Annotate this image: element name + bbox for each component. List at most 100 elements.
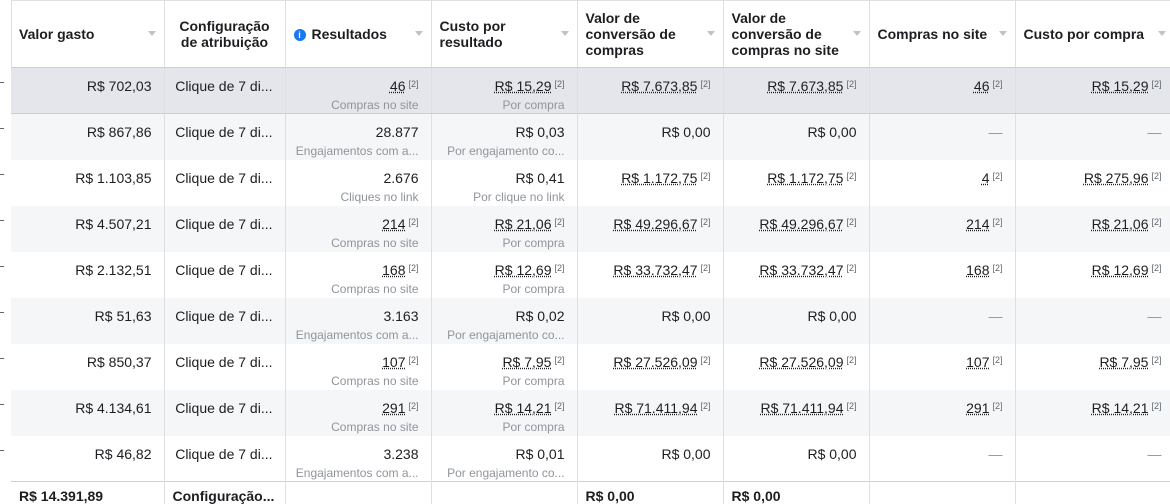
total-spend: R$ 14.391,89 [11,482,164,504]
atribuicao-cell[interactable]: Clique de 7 di... [164,160,285,206]
atribuicao-cell[interactable]: Clique de 7 di... [164,114,285,160]
sort-arrow-icon[interactable] [853,31,861,36]
row-handle[interactable] [0,128,4,129]
sort-arrow-icon[interactable] [561,31,569,36]
footnote-marker[interactable]: [2] [992,355,1002,365]
valor-gasto-cell-value: R$ 4.507,21 [75,216,151,232]
footnote-marker[interactable]: [2] [846,355,856,365]
row-handle[interactable] [0,266,4,267]
footnote-marker[interactable]: [2] [1151,263,1161,273]
info-icon[interactable]: i [294,29,306,41]
footnote-marker[interactable]: [2] [554,263,564,273]
footnote-marker[interactable]: [2] [408,217,418,227]
row-handle[interactable] [0,174,4,175]
custo-resultado-cell-value: R$ 0,01 [515,446,564,462]
atribuicao-cell[interactable]: Clique de 7 di... [164,206,285,252]
footnote-marker[interactable]: [2] [554,217,564,227]
atribuicao-cell[interactable]: Clique de 7 di... [164,436,285,482]
valor-gasto-cell: R$ 51,63 [11,298,164,344]
footnote-marker[interactable]: [2] [700,171,710,181]
footnote-marker[interactable]: [2] [408,79,418,89]
sort-arrow-icon[interactable] [999,31,1007,36]
resultados-cell: 168[2]Compras no site [285,252,431,298]
compras-site-cell-value: 107 [966,354,989,370]
header-valor-conversao-compras[interactable]: Valor de conversão de compras [577,1,723,68]
resultados-cell: 107[2]Compras no site [285,344,431,390]
resultados-cell-sublabel: Compras no site [294,282,419,296]
conversao-site-cell: R$ 33.732,47[2] [723,252,869,298]
atribuicao-cell[interactable]: Clique de 7 di... [164,344,285,390]
header-compras-no-site[interactable]: Compras no site [869,1,1015,68]
footnote-marker[interactable]: [2] [992,79,1002,89]
footnote-marker[interactable]: [2] [1151,401,1161,411]
row-handle[interactable] [0,312,4,313]
footnote-marker[interactable]: [2] [992,171,1002,181]
footnote-marker[interactable]: [2] [846,217,856,227]
footnote-marker[interactable]: [2] [700,263,710,273]
row-handle[interactable] [0,220,4,221]
row-handle[interactable] [0,404,4,405]
conversao-compras-cell-value: R$ 0,00 [661,124,710,140]
header-valor-gasto[interactable]: Valor gasto [11,1,164,68]
footnote-marker[interactable]: [2] [408,263,418,273]
header-valor-conversao-compras-site[interactable]: Valor de conversão de compras no site [723,1,869,68]
sort-arrow-icon[interactable] [148,31,156,36]
sort-arrow-icon[interactable] [1158,31,1166,36]
sort-arrow-icon[interactable] [707,31,715,36]
resultados-cell-value: 3.238 [383,446,418,462]
footnote-marker[interactable]: [2] [846,79,856,89]
footnote-marker[interactable]: [2] [846,171,856,181]
valor-gasto-cell-value: R$ 702,03 [87,78,152,94]
empty [1015,482,1170,504]
row-handle[interactable] [0,450,4,451]
footnote-marker[interactable]: [2] [992,217,1002,227]
footnote-marker[interactable]: [2] [408,401,418,411]
column-label: Configuração de atribuição [173,18,277,50]
column-label-text: Compras no site [878,26,988,42]
footnote-marker[interactable]: [2] [846,263,856,273]
footnote-marker[interactable]: [2] [700,217,710,227]
footnote-marker[interactable]: [2] [700,79,710,89]
conversao-site-cell: R$ 27.526,09[2] [723,344,869,390]
atribuicao-cell[interactable]: Clique de 7 di... [164,68,285,114]
sort-arrow-icon[interactable] [415,31,423,36]
footnote-marker[interactable]: [2] [700,401,710,411]
footnote-marker[interactable]: [2] [992,263,1002,273]
atribuicao-cell[interactable]: Clique de 7 di... [164,390,285,436]
atribuicao-cell[interactable]: Clique de 7 di... [164,252,285,298]
custo-resultado-cell: R$ 7,95[2]Por compra [431,344,577,390]
footnote-marker[interactable]: [2] [846,401,856,411]
custo-resultado-cell-value: R$ 12,69 [495,262,552,278]
footnote-marker[interactable]: [2] [1151,79,1161,89]
row-handle[interactable] [0,358,4,359]
header-configuracao-atribuicao[interactable]: Configuração de atribuição [164,1,285,68]
footnote-marker[interactable]: [2] [1151,355,1161,365]
footnote-marker[interactable]: [2] [992,401,1002,411]
header-custo-por-resultado[interactable]: Custo por resultado [431,1,577,68]
header-custo-por-compra[interactable]: Custo por compra [1015,1,1170,68]
footnote-marker[interactable]: [2] [408,355,418,365]
conversao-site-cell: R$ 49.296,67[2] [723,206,869,252]
footnote-marker[interactable]: [2] [554,401,564,411]
custo-compra-cell-value: — [1148,124,1162,140]
footnote-marker[interactable]: [2] [554,355,564,365]
footnote-marker[interactable]: [2] [554,79,564,89]
footnote-marker[interactable]: [2] [1151,171,1161,181]
footnote-marker[interactable]: [2] [1151,217,1161,227]
footnote-marker[interactable]: [2] [700,355,710,365]
conversao-site-cell-value: R$ 0,00 [807,446,856,462]
compras-site-cell: 168[2] [869,252,1015,298]
row-handle[interactable] [0,82,4,83]
atribuicao-cell[interactable]: Clique de 7 di... [164,298,285,344]
compras-site-cell: 214[2] [869,206,1015,252]
